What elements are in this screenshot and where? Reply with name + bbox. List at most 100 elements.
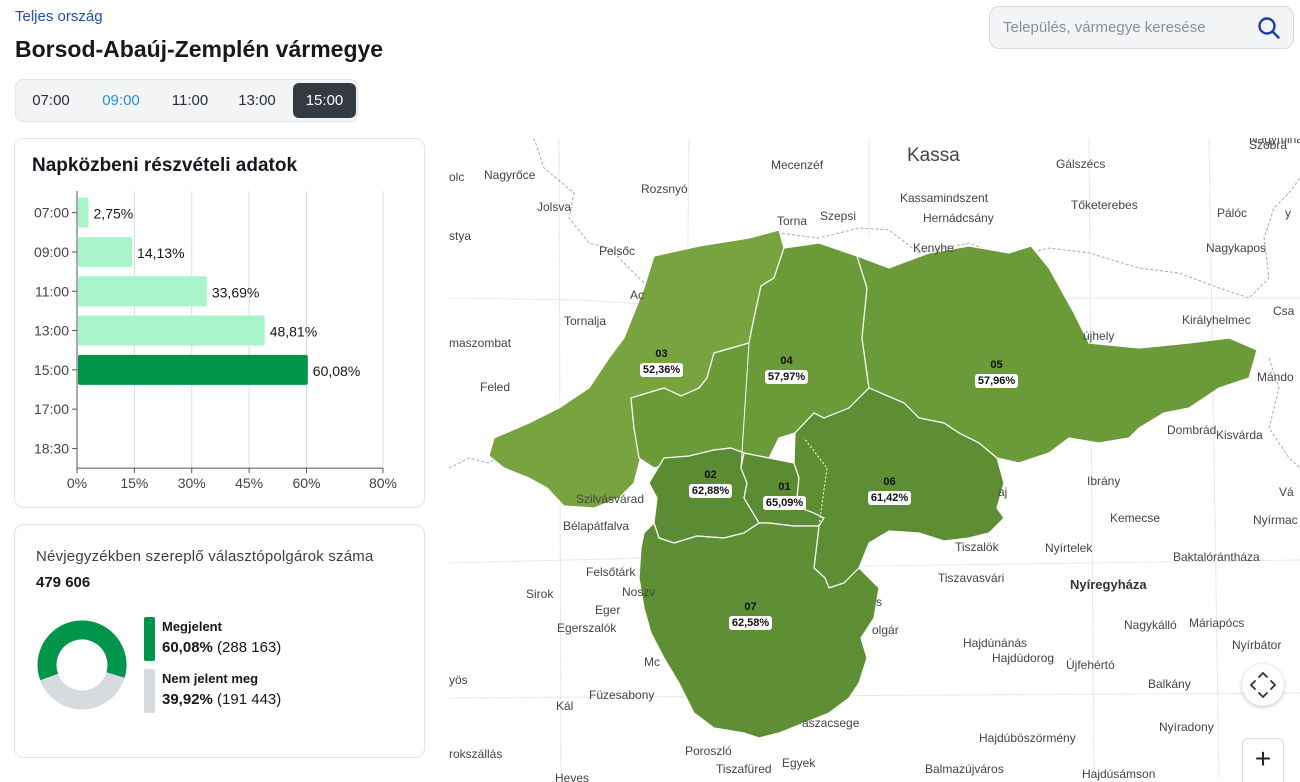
y-tick-label: 07:00 bbox=[34, 205, 69, 221]
place-mariapocs: Máriapócs bbox=[1189, 616, 1245, 630]
place-szilvasvarad: Szilvásvárad bbox=[576, 492, 645, 506]
tab-1300[interactable]: 13:00 bbox=[238, 92, 276, 109]
place-balmazujvaros: Balmazújváros bbox=[925, 762, 1004, 776]
map-base bbox=[449, 138, 1300, 779]
place-ujfeherto: Újfehértó bbox=[1066, 658, 1115, 672]
place-hajdunanas: Hajdúnánás bbox=[963, 636, 1028, 650]
x-tick-label: 0% bbox=[67, 475, 87, 491]
tab-1100[interactable]: 11:00 bbox=[171, 92, 209, 109]
place-ujhely: újhely bbox=[1083, 329, 1115, 343]
place-nagymihaly: Nagymihály bbox=[1249, 138, 1300, 146]
place-kiralyhelmec: Királyhelmec bbox=[1182, 313, 1251, 327]
district-03-label[interactable]: 03 52,36% bbox=[634, 348, 689, 378]
recenter-button[interactable] bbox=[1242, 664, 1284, 706]
place-nyirbator: Nyírbátor bbox=[1232, 638, 1282, 652]
zoom-in-button[interactable]: + bbox=[1242, 738, 1284, 782]
place-jolsva: Jolsva bbox=[537, 200, 572, 214]
voters-label: Névjegyzékben szereplő választópolgárok … bbox=[36, 548, 374, 565]
bar-value-label: 33,69% bbox=[212, 284, 259, 300]
search-input[interactable] bbox=[1003, 7, 1253, 48]
place-csa: Csa bbox=[1273, 304, 1295, 318]
place-aj: aj bbox=[998, 485, 1008, 499]
district-map[interactable]: Kassa Nagymihály Szobrá olc Nagyrőce Jol… bbox=[449, 138, 1300, 782]
district-07[interactable] bbox=[638, 521, 880, 739]
district-01-number: 01 bbox=[778, 481, 791, 493]
district-02-label[interactable]: 02 62,88% bbox=[683, 469, 738, 499]
bar-07:00 bbox=[78, 197, 89, 228]
place-belapatfalva: Bélapátfalva bbox=[563, 519, 630, 533]
tab-0900[interactable]: 09:00 bbox=[102, 92, 140, 109]
place-kassamindszent: Kassamindszent bbox=[900, 191, 989, 205]
place-rozsnyo: Rozsnyó bbox=[641, 182, 688, 196]
place-eger: Eger bbox=[595, 603, 621, 617]
district-03-pct: 52,36% bbox=[639, 363, 684, 377]
place-s: s bbox=[876, 595, 882, 609]
turnout-card-title: Napközbeni részvételi adatok bbox=[32, 155, 298, 176]
place-hajdudorog: Hajdúdorog bbox=[992, 651, 1055, 665]
district-01-label[interactable]: 01 65,09% bbox=[757, 481, 812, 511]
place-kszallas: rokszállás bbox=[449, 747, 503, 761]
district-04-label[interactable]: 04 57,97% bbox=[759, 355, 814, 385]
place-kisvarda: Kisvárda bbox=[1216, 428, 1263, 442]
place-kemecse: Kemecse bbox=[1110, 511, 1161, 525]
place-tiszavasvari: Tiszavasvári bbox=[938, 571, 1005, 585]
place-baktaloranthaza: Baktalórántháza bbox=[1173, 550, 1260, 564]
district-02-pct: 62,88% bbox=[688, 484, 733, 498]
breadcrumb-link[interactable]: Teljes ország bbox=[15, 8, 103, 25]
district-06-label[interactable]: 06 61,42% bbox=[862, 476, 917, 506]
search-box[interactable] bbox=[989, 6, 1294, 49]
place-feled: Feled bbox=[480, 380, 511, 394]
district-04-number: 04 bbox=[780, 355, 793, 367]
place-nyirmada: Nyírmac bbox=[1253, 513, 1298, 527]
place-toketerebes: Tőketerebes bbox=[1071, 198, 1138, 212]
voters-count: 479 606 bbox=[36, 574, 91, 591]
place-mc: Mc bbox=[644, 655, 660, 669]
place-szobrance: Szobrá bbox=[1249, 138, 1288, 152]
place-galszecs: Gálszécs bbox=[1056, 157, 1106, 171]
place-pelsoc: Pelsőc bbox=[599, 244, 636, 258]
x-tick-label: 15% bbox=[120, 475, 148, 491]
place-noszvaj: Noszv bbox=[622, 585, 656, 599]
district-06-number: 06 bbox=[883, 476, 896, 488]
place-hajdusamson: Hajdúsámson bbox=[1082, 767, 1156, 781]
district-05-label[interactable]: 05 57,96% bbox=[969, 359, 1024, 389]
legend-not-appeared-count: (191 443) bbox=[217, 691, 282, 708]
place-mandok: Mándo bbox=[1257, 370, 1294, 384]
x-tick-label: 60% bbox=[292, 475, 320, 491]
search-icon[interactable] bbox=[1257, 16, 1281, 40]
page-title: Borsod-Abaúj-Zemplén vármegye bbox=[15, 36, 384, 62]
place-nagyroce: Nagyrőce bbox=[484, 168, 536, 182]
place-hajduboszormeny: Hajdúböszörmény bbox=[979, 731, 1076, 745]
district-07-number: 07 bbox=[744, 601, 757, 613]
bar-09:00 bbox=[78, 236, 133, 267]
place-y: y bbox=[1285, 206, 1291, 220]
y-tick-label: 15:00 bbox=[34, 362, 69, 378]
turnout-bar-chart: 0% 15% 30% 45% 60% 80% 07:00 2,75% 09:00 14,13% 11… bbox=[34, 191, 397, 491]
district-05-number: 05 bbox=[990, 359, 1003, 371]
place-maszombat: maszombat bbox=[449, 336, 512, 350]
bar-11:00 bbox=[78, 276, 207, 307]
place-ibrany: Ibrány bbox=[1087, 474, 1121, 488]
legend-appeared-count: (288 163) bbox=[217, 639, 282, 656]
tab-1500[interactable]: 15:00 bbox=[293, 83, 356, 118]
district-07-label[interactable]: 07 62,58% bbox=[723, 601, 778, 631]
legend-appeared-value: 60,08% (288 163) bbox=[162, 639, 281, 656]
place-tiszafured: Tiszafüred bbox=[716, 762, 772, 776]
x-tick-label: 45% bbox=[235, 475, 263, 491]
place-sirok: Sirok bbox=[526, 587, 554, 601]
turnout-donut-chart bbox=[37, 620, 127, 710]
district-02-number: 02 bbox=[704, 469, 717, 481]
voters-card: Névjegyzékben szereplő választópolgárok … bbox=[14, 524, 425, 758]
legend-not-appeared-name: Nem jelent meg bbox=[162, 671, 259, 686]
y-tick-label: 13:00 bbox=[34, 323, 69, 339]
turnout-card: Napközbeni részvételi adatok 0% 15% 30% 45%… bbox=[14, 138, 425, 508]
place-tornalja: Tornalja bbox=[564, 314, 607, 328]
district-01-pct: 65,09% bbox=[762, 496, 807, 510]
y-tick-label: 11:00 bbox=[35, 283, 69, 299]
place-tiszalok: Tiszalök bbox=[955, 540, 999, 554]
place-felsotarkany: Felsőtárk bbox=[586, 565, 636, 579]
bar-value-label: 14,13% bbox=[137, 245, 184, 261]
tab-0700[interactable]: 07:00 bbox=[32, 92, 70, 109]
district-06[interactable] bbox=[793, 387, 1005, 589]
legend-appeared-pct: 60,08% bbox=[162, 639, 213, 656]
